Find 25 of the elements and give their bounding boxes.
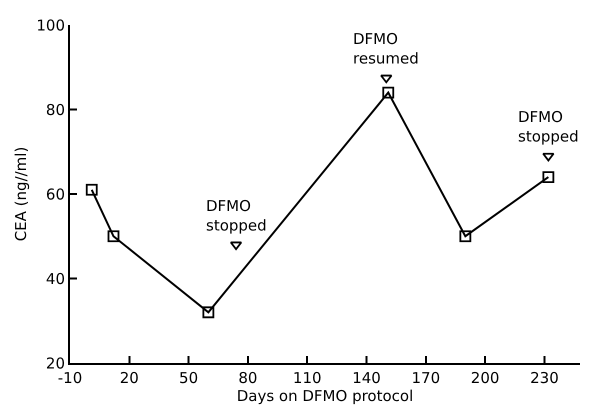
point: [542, 152, 554, 162]
point: [459, 230, 472, 242]
point: [108, 230, 120, 242]
x-axis-title: Days on DFMO protocol: [236, 387, 414, 405]
x-tick-label: 80: [238, 369, 258, 387]
annotation: DFMO stopped: [206, 197, 267, 234]
x-tick-label: 230: [530, 369, 559, 387]
x-tick-label: 170: [411, 369, 440, 387]
point: [382, 86, 394, 98]
x-tick-label: 200: [470, 369, 500, 387]
y-axis-title: CEA (ng//ml): [12, 146, 30, 242]
y-tick-label: 100: [36, 16, 65, 34]
y-tick-label: 40: [46, 270, 65, 288]
annotation: DFMO resumed: [353, 30, 419, 68]
y-tick-label: 80: [46, 100, 65, 119]
point: [380, 74, 392, 84]
point: [202, 306, 214, 318]
x-tick-label: 140: [352, 369, 381, 387]
x-tick-label: 110: [292, 369, 322, 387]
x-tick-label: 20: [120, 369, 139, 387]
x-tick-label: 50: [179, 369, 198, 387]
y-tick-label: 60: [46, 185, 65, 204]
point: [542, 171, 554, 183]
annotation: DFMO stopped: [518, 108, 579, 146]
point: [86, 184, 98, 196]
